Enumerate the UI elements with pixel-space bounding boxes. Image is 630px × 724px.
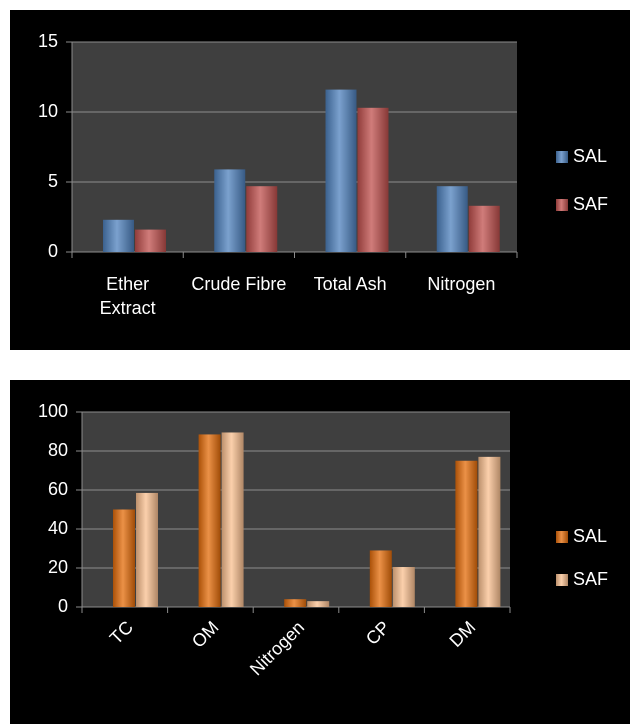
- x-tick-label: Total Ash: [313, 274, 387, 294]
- x-tick-label: Nitrogen: [427, 274, 496, 294]
- bar: [214, 169, 246, 252]
- bar: [357, 107, 389, 252]
- legend-label: SAL: [573, 146, 607, 166]
- y-tick-label: 0: [58, 596, 68, 616]
- bar: [136, 492, 158, 607]
- bar: [246, 186, 278, 252]
- legend-label: SAL: [573, 526, 607, 546]
- legend-swatch: [556, 199, 568, 211]
- x-tick-label: Ether Extract: [99, 274, 156, 318]
- y-tick-label: 0: [48, 241, 58, 261]
- bar: [369, 550, 392, 607]
- bar: [307, 601, 330, 607]
- bar: [325, 89, 357, 252]
- y-tick-label: 10: [38, 101, 58, 121]
- bar: [455, 460, 478, 607]
- bar: [221, 432, 244, 607]
- bar: [135, 229, 166, 252]
- bar: [103, 219, 134, 252]
- y-tick-label: 5: [48, 171, 58, 191]
- y-tick-label: 40: [48, 518, 68, 538]
- bar: [198, 434, 221, 607]
- bar: [113, 509, 135, 607]
- legend-swatch: [556, 151, 568, 163]
- bar: [284, 599, 307, 607]
- bar: [468, 205, 500, 252]
- legend-label: SAF: [573, 569, 608, 589]
- x-tick-label: Crude Fibre: [191, 274, 287, 294]
- y-tick-label: 60: [48, 479, 68, 499]
- y-tick-label: 80: [48, 440, 68, 460]
- legend-swatch: [556, 531, 568, 543]
- y-tick-label: 20: [48, 557, 68, 577]
- bar: [436, 186, 468, 252]
- legend-swatch: [556, 574, 568, 586]
- legend-label: SAF: [573, 194, 608, 214]
- bar: [392, 567, 415, 607]
- bar: [478, 456, 501, 607]
- y-tick-label: 100: [38, 401, 68, 421]
- y-tick-label: 15: [38, 31, 58, 51]
